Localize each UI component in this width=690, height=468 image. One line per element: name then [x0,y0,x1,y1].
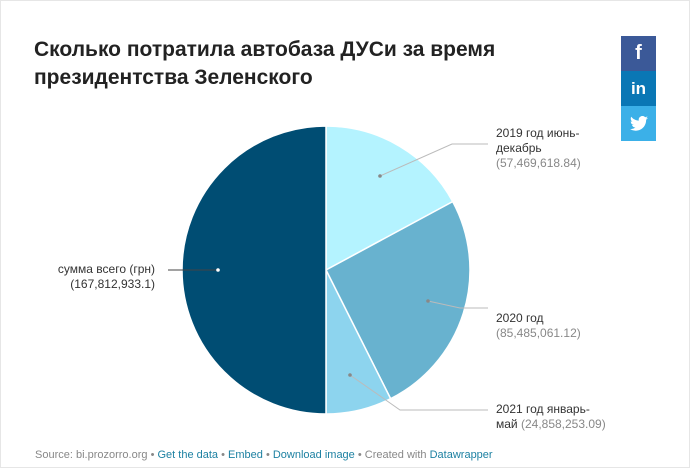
slice-2020-label: 2020 год [496,311,544,325]
twitter-share-button[interactable] [621,106,656,141]
slice-2021-label: май (24,858,253.09) [496,417,606,431]
slice-2021-leader-line [349,374,488,411]
slice-2021-leader-dot [348,373,352,377]
datawrapper-link[interactable]: Datawrapper [429,449,493,461]
footer: Source: bi.prozorro.org • Get the data •… [35,449,493,461]
get-data-link[interactable]: Get the data [157,449,219,461]
slice-total-label: сумма всего (грн) [58,262,155,276]
share-buttons: f in [621,36,656,141]
footer-separator: • [221,449,225,461]
slice-2020-leader-line [427,300,488,309]
footer-separator: • [357,449,362,461]
footer-separator: • [150,449,155,461]
linkedin-share-button[interactable]: in [621,71,656,106]
download-image-link[interactable]: Download image [272,449,355,461]
slice-total-value-label: (167,812,933.1) [70,277,155,291]
facebook-share-button[interactable]: f [621,36,656,71]
created-with-text: Created with [364,449,427,461]
slice-2020-leader-dot [426,299,430,303]
slice-2021-label: 2021 год январь- [496,402,590,416]
slice-2021-value-label: (24,858,253.09) [518,417,606,431]
linkedin-icon: in [630,78,647,98]
facebook-icon: f [635,42,642,64]
chart-title: Сколько потратила автобаза ДУСи за время… [34,38,496,89]
slice-2019[interactable] [325,125,454,272]
slice-2020[interactable] [325,200,471,400]
slice-2019-leader-line [379,143,488,177]
slice-2019-leader-dot [378,174,382,178]
twitter-icon [629,116,648,131]
source-text: Source: bi.prozorro.org [35,449,148,461]
slice-total-leader-dot [216,268,220,272]
slice-2019-label: декабрь [496,141,542,155]
footer-separator: • [265,449,270,461]
slice-2019-value-label: (57,469,618.84) [496,156,581,170]
slice-2020-value-label: (85,485,061.12) [496,326,581,340]
embed-link[interactable]: Embed [228,449,263,461]
slice-2019-label: 2019 год июнь- [496,126,579,140]
